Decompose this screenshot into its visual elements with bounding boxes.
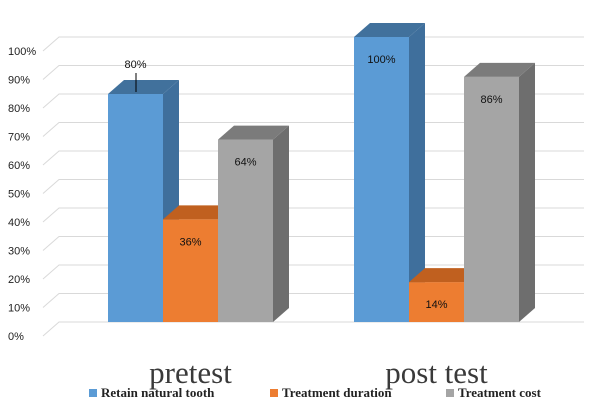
data-label: 100% (367, 54, 395, 66)
bars (108, 23, 535, 323)
data-label: 80% (124, 59, 146, 71)
legend-item: Treatment duration (270, 385, 392, 400)
x-axis-categories: pretest post test (149, 355, 488, 390)
data-labels: 80% 36% 64% 100% 14% 86% (124, 54, 502, 311)
y-tick-label: 60% (8, 160, 30, 172)
gridline (42, 36, 584, 52)
y-tick-label: 0% (8, 331, 24, 343)
legend-item: Retain natural tooth (89, 385, 215, 400)
category-label: post test (385, 355, 488, 390)
y-axis-ticks: 0% 10% 20% 30% 40% 50% 60% 70% 80% 90% 100% (8, 46, 36, 343)
data-label: 86% (480, 94, 502, 106)
y-tick-label: 20% (8, 274, 30, 286)
gridline (42, 321, 584, 337)
legend: Retain natural tooth Treatment duration Tr… (89, 385, 542, 400)
bar (218, 125, 289, 322)
data-label: 64% (234, 157, 256, 169)
legend-item: Treatment cost (446, 385, 542, 400)
legend-swatch (89, 389, 97, 397)
data-label: 14% (425, 299, 447, 311)
y-tick-label: 70% (8, 132, 30, 144)
bar (354, 23, 425, 322)
legend-label: Treatment duration (282, 385, 392, 400)
legend-label: Treatment cost (458, 385, 542, 400)
bar (464, 62, 535, 323)
y-tick-label: 30% (8, 246, 30, 258)
y-tick-label: 50% (8, 189, 30, 201)
legend-swatch (446, 389, 454, 397)
bar (108, 80, 179, 322)
y-tick-label: 80% (8, 103, 30, 115)
legend-label: Retain natural tooth (101, 385, 215, 400)
y-tick-label: 100% (8, 46, 36, 58)
data-label: 36% (179, 236, 201, 248)
y-tick-label: 40% (8, 217, 30, 229)
category-label: pretest (149, 355, 232, 390)
y-tick-label: 10% (8, 303, 30, 315)
y-tick-label: 90% (8, 75, 30, 87)
legend-swatch (270, 389, 278, 397)
